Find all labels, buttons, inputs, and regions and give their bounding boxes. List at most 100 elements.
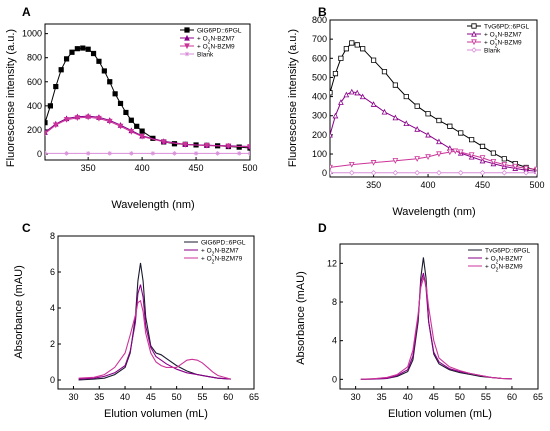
x-tick-label: 500	[242, 163, 257, 173]
x-tick-label: 350	[81, 163, 96, 173]
data-point	[139, 128, 145, 134]
data-point	[247, 144, 250, 150]
data-point	[330, 164, 333, 171]
data-point	[436, 170, 442, 176]
data-point	[52, 122, 59, 129]
legend-marker	[184, 27, 190, 33]
data-point	[446, 149, 453, 156]
y-tick-label: 800	[312, 15, 327, 25]
plot-frame	[329, 19, 538, 178]
y-tick-label: 8	[332, 297, 337, 307]
x-tick-label: 400	[421, 180, 436, 190]
legend-entry: Blank	[197, 51, 214, 58]
x-tick-label: 65	[249, 392, 259, 402]
data-point	[512, 163, 519, 170]
data-point	[74, 46, 80, 52]
y-tick-label: 0	[37, 149, 42, 159]
data-point	[106, 118, 113, 125]
data-point	[523, 165, 529, 172]
data-point	[534, 166, 537, 173]
data-point	[436, 117, 442, 124]
series-4	[330, 170, 537, 176]
data-point	[370, 101, 377, 107]
data-point	[332, 112, 339, 119]
data-point	[74, 115, 81, 121]
series-1	[78, 262, 231, 381]
y-tick-label: 4	[332, 336, 337, 346]
data-point	[128, 129, 135, 135]
data-point	[534, 170, 537, 176]
x-tick-label: 450	[475, 180, 490, 190]
data-point	[117, 100, 124, 107]
legend-entry: + O2N-BZM9	[197, 43, 235, 53]
data-point	[469, 137, 475, 143]
y-tick-label: 1000	[22, 29, 42, 39]
y-tick-label: 200	[27, 125, 42, 135]
legend-entry: GlG6PD::6PGL	[201, 239, 246, 246]
data-point	[425, 111, 431, 117]
panel-letter: C	[22, 221, 31, 235]
y-tick-label: 6	[50, 267, 55, 277]
data-point	[225, 143, 232, 150]
data-point	[172, 151, 177, 156]
data-point	[447, 123, 453, 129]
data-point	[203, 142, 210, 149]
data-point	[392, 158, 399, 164]
x-axis-title: Elution volumen (mL)	[388, 408, 492, 420]
data-point	[436, 138, 442, 145]
series-4	[45, 151, 250, 156]
data-point	[490, 150, 497, 156]
x-tick-label: 350	[366, 180, 381, 190]
legend-entry: TvG6PD::6PGL	[485, 247, 531, 254]
x-tick-label: 450	[189, 163, 204, 173]
panel-letter: D	[318, 221, 327, 235]
data-point	[501, 156, 507, 162]
x-tick-label: 45	[429, 392, 439, 402]
legend-entry: Blank	[484, 47, 501, 54]
data-point	[63, 56, 70, 62]
data-point	[215, 151, 220, 156]
data-point	[354, 89, 361, 96]
y-axis-title: Absorbance (mAU)	[295, 271, 307, 365]
x-tick-label: 50	[172, 392, 182, 402]
data-point	[523, 170, 529, 176]
data-point	[338, 55, 344, 61]
data-point	[338, 99, 344, 105]
data-point	[129, 151, 134, 156]
legend-marker	[184, 34, 190, 41]
x-tick-label: 55	[197, 392, 207, 402]
legend-marker	[184, 51, 190, 57]
x-tick-label: 30	[351, 392, 361, 402]
y-tick-label: 0	[322, 168, 327, 178]
series-3	[360, 276, 512, 380]
y-tick-label: 800	[27, 53, 42, 63]
y-tick-label: 400	[27, 101, 42, 111]
data-point	[392, 170, 399, 176]
series-2	[45, 112, 250, 150]
x-axis-title: Wavelength (nm)	[111, 199, 194, 211]
plot-frame	[339, 243, 539, 390]
panel-d: D 30 35 40 45 50 55 60 65 0 4 8 12 Elution volumen (m…	[295, 221, 543, 420]
x-tick-label: 40	[120, 392, 130, 402]
data-point	[107, 151, 112, 156]
data-point	[458, 130, 464, 136]
data-point	[370, 170, 377, 176]
data-point	[348, 161, 355, 168]
data-point	[349, 40, 355, 46]
legend-entry: GlG6PD::6PGL	[197, 27, 242, 34]
y-axis-title: Fluorescense intensity (a.u.)	[5, 29, 17, 167]
x-tick-label: 45	[146, 392, 156, 402]
panel-a: A 350 400 450 500 0 200 400 600 800 1000 Wavelength…	[5, 5, 258, 211]
legend-entry: + O2N-BZM7	[201, 247, 239, 257]
data-point	[85, 46, 91, 52]
series-1	[330, 40, 537, 173]
panel-letter: A	[22, 5, 31, 19]
data-point	[501, 170, 508, 176]
data-point	[47, 103, 53, 109]
plot-frame	[44, 23, 251, 161]
series-line	[45, 116, 250, 148]
data-point	[479, 155, 486, 161]
data-point	[45, 151, 48, 156]
data-point	[354, 42, 360, 48]
data-point	[479, 170, 486, 176]
